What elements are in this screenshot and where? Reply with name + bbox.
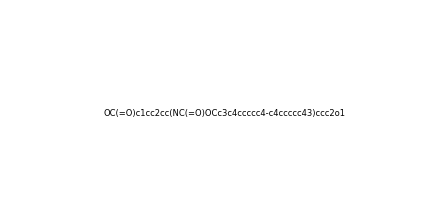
Text: OC(=O)c1cc2cc(NC(=O)OCc3c4ccccc4-c4ccccc43)ccc2o1: OC(=O)c1cc2cc(NC(=O)OCc3c4ccccc4-c4ccccc… bbox=[103, 109, 346, 118]
